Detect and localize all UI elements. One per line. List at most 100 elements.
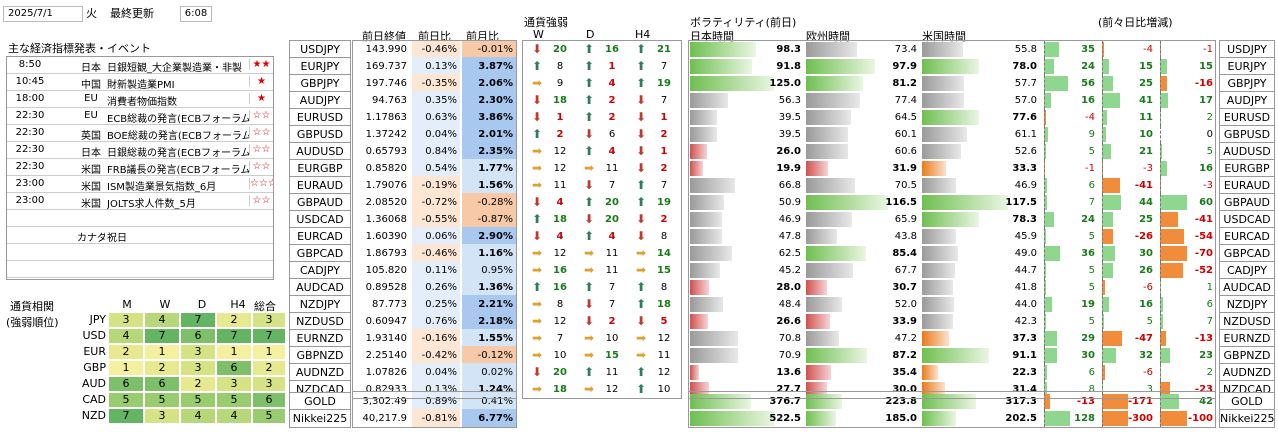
event-row: 18:00 EU 消費者物価指数 ★: [7, 91, 273, 108]
chg-jp-bar: [1044, 348, 1057, 363]
chg-us-value: 42: [1199, 396, 1213, 407]
chg-us-axis: [1160, 330, 1161, 347]
eu-vol-value: 87.2: [892, 350, 917, 361]
chg-us-bar: [1160, 394, 1179, 409]
chg-us-bar: [1160, 76, 1168, 91]
strength-count: 20: [605, 197, 619, 208]
up-arrow-icon: ⬆: [583, 229, 595, 243]
side-arrow-icon: ➡: [531, 178, 543, 192]
event-row: 22:30 米国 FRB議長の発言(ECBフォーラム) ☆☆: [7, 159, 273, 176]
header-jp-time: 日本時間: [690, 30, 734, 43]
chg-eu-bar: [1102, 127, 1107, 142]
event-time: 23:00: [15, 195, 45, 206]
event-country: カナダ: [77, 233, 105, 244]
us-vol-bar: [922, 59, 980, 74]
side-arrow-icon: ➡: [583, 382, 595, 396]
chg-us-value: 2: [1206, 367, 1213, 378]
strength-count: 2: [608, 316, 616, 327]
chg-eu-bar: [1102, 280, 1105, 295]
us-vol-value: 78.3: [1012, 214, 1037, 225]
chg-jp-value: -1: [1085, 163, 1095, 174]
strength-value: 7: [180, 312, 216, 328]
strength-count: 4: [556, 231, 564, 242]
chg-jp-axis: [1044, 279, 1045, 296]
pair-label-right: Nikkei225: [1219, 409, 1275, 428]
strength-currency: AUD: [81, 377, 106, 390]
chg-jp-value: 5: [1088, 146, 1095, 157]
us-vol-value: 33.3: [1012, 163, 1037, 174]
up-arrow-icon: ⬆: [583, 59, 595, 73]
us-vol-value: 45.9: [1014, 231, 1037, 242]
up-arrow-icon: ⬆: [635, 382, 647, 396]
chg-eu-axis: [1102, 410, 1103, 427]
chg-us-bar: [1160, 161, 1168, 176]
event-stars: ☆☆: [249, 127, 273, 138]
strength-value: 5: [252, 408, 286, 424]
strength-count: 12: [553, 316, 567, 327]
close-value: 2.25140: [365, 350, 407, 361]
strength-value: 2: [216, 312, 252, 328]
day-change-value: -0.19%: [412, 176, 460, 195]
chg-eu-axis: [1102, 296, 1103, 313]
up-arrow-icon: ⬆: [583, 110, 595, 124]
up-arrow-icon: ⬆: [531, 212, 543, 226]
up-arrow-icon: ⬆: [583, 93, 595, 107]
month-change-value: -0.28%: [462, 193, 516, 212]
chg-jp-axis: [1044, 393, 1045, 410]
header-change: (前々日比増減): [1098, 16, 1173, 29]
event-country: 米国: [81, 165, 101, 176]
pair-label-left: GBPJPY: [289, 74, 351, 93]
event-row: [7, 210, 273, 227]
us-vol-bar: [922, 280, 953, 295]
pair-label-left: CADJPY: [289, 261, 351, 280]
strength-count: 16: [553, 265, 567, 276]
day-change-value: 0.54%: [412, 159, 460, 178]
month-change-value: 1.36%: [462, 278, 516, 297]
strength-count: 4: [556, 197, 564, 208]
chg-jp-bar: [1044, 42, 1060, 57]
month-change-value: -0.12%: [462, 346, 516, 365]
strength-count: 4: [608, 231, 616, 242]
side-arrow-icon: ➡: [635, 331, 647, 345]
chg-us-bar: [1160, 229, 1185, 244]
chg-jp-value: 16: [1081, 95, 1095, 106]
us-vol-bar: [922, 348, 989, 363]
jp-vol-bar: [690, 411, 774, 426]
eu-vol-value: 185.0: [885, 413, 917, 424]
down-arrow-icon: ⬇: [635, 93, 647, 107]
strength-count: 12: [657, 333, 671, 344]
us-vol-value: 57.0: [1014, 95, 1037, 106]
strength-value: 4: [108, 328, 144, 344]
day-change-value: 0.26%: [412, 278, 460, 297]
pair-label-right: EURNZD: [1219, 329, 1275, 348]
side-arrow-icon: ➡: [531, 246, 543, 260]
strength-value: 5: [180, 392, 216, 408]
chg-eu-value: 5: [1146, 316, 1153, 327]
us-vol-bar: [922, 212, 980, 227]
down-arrow-icon: ⬇: [583, 297, 595, 311]
us-vol-bar: [922, 127, 967, 142]
eu-vol-value: 47.2: [894, 333, 917, 344]
strength-value: 3: [108, 312, 144, 328]
chg-us-axis: [1160, 364, 1161, 381]
event-country: 中国: [81, 80, 101, 91]
side-arrow-icon: ➡: [583, 161, 595, 175]
chg-jp-bar: [1044, 93, 1051, 108]
event-row: 10:45 中国 財新製造業PMI ★: [7, 74, 273, 91]
strength-col-header: 総合: [254, 300, 276, 313]
side-arrow-icon: ➡: [531, 263, 543, 277]
jp-vol-bar: [690, 331, 738, 346]
strength-count: 11: [553, 180, 567, 191]
strength-count: 8: [660, 282, 668, 293]
jp-vol-bar: [690, 212, 722, 227]
us-vol-bar: [922, 365, 939, 380]
chg-eu-bar: [1102, 229, 1114, 244]
jp-vol-bar: [690, 144, 708, 159]
us-vol-bar: [922, 263, 955, 278]
event-stars: ☆☆☆: [249, 178, 273, 189]
pair-label-right: EURAUD: [1219, 176, 1275, 195]
jp-vol-value: 48.4: [778, 299, 801, 310]
chg-jp-axis: [1044, 410, 1045, 427]
chg-jp-axis: [1044, 126, 1045, 143]
strength-value: 2: [144, 360, 180, 376]
